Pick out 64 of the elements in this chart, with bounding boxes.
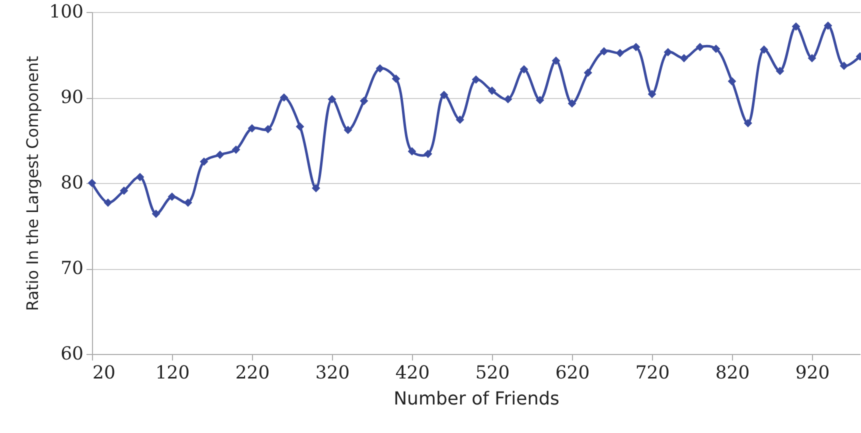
point [88,178,96,188]
point [136,172,144,182]
point [680,54,688,62]
point [280,93,288,102]
point [168,192,176,201]
y-axis-title: Ratio In the Largest Component [23,56,42,312]
x-tick-label: 520 [475,362,510,384]
x-tick-label: 920 [795,362,830,384]
x-tick-label: 20 [92,362,116,384]
point [232,145,240,154]
x-tick-label: 820 [715,362,750,384]
point [248,124,256,132]
point [600,47,608,56]
point [360,96,368,106]
point [200,157,208,166]
point [568,99,576,108]
point [552,56,560,65]
point [808,54,816,62]
x-tick-label: 620 [555,362,590,384]
point [760,45,768,54]
point [392,74,400,83]
point [824,21,832,30]
point [712,44,720,53]
point [776,66,784,76]
point [744,118,752,128]
point [424,150,432,158]
point [264,124,272,134]
point [648,90,656,98]
point [616,48,624,58]
point [840,62,848,70]
point [344,126,352,134]
point [104,198,112,207]
y-tick-label: 70 [60,258,84,279]
x-tick-label: 420 [395,362,430,384]
x-tick-label: 720 [635,362,670,384]
x-axis-title: Number of Friends [394,388,560,410]
point [632,42,640,52]
point [520,65,528,74]
point [456,116,464,124]
point [120,186,128,195]
point [184,198,192,207]
point [504,95,512,104]
x-tick-label: 220 [235,362,270,384]
point [696,42,704,52]
point [488,86,496,95]
x-tick-label: 320 [315,362,350,384]
y-tick-label: 60 [60,344,84,364]
y-tick-label: 100 [49,2,84,22]
point [216,150,224,159]
point [296,122,304,131]
point [328,95,336,104]
y-tick-label: 90 [60,87,84,108]
point [376,64,384,73]
point [408,147,416,156]
point [472,75,480,84]
point [312,184,320,192]
y-tick-label: 80 [60,172,84,194]
point [152,210,160,218]
point [792,22,800,31]
point [440,90,448,100]
x-tick-label: 120 [155,362,190,384]
point [728,77,736,86]
point [536,96,544,104]
point [584,68,592,77]
